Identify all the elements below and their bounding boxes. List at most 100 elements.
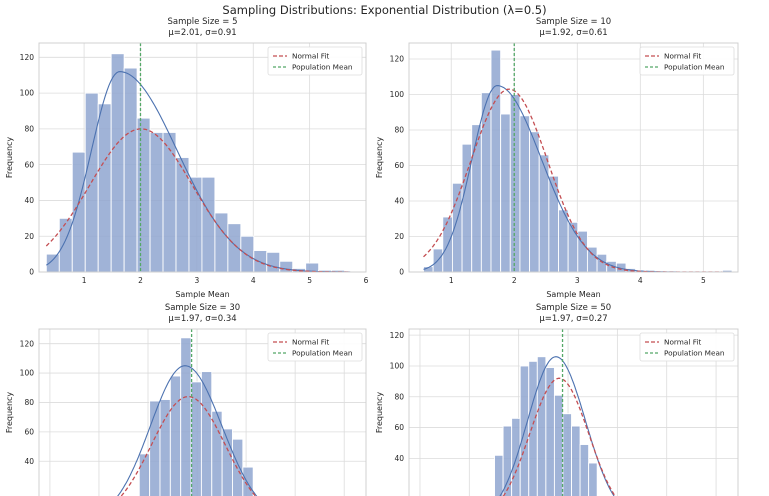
y-tick-label: 80 [24,398,34,407]
histogram-bar [227,223,242,272]
legend-label: Normal Fit [664,52,701,61]
x-tick-label: 2 [138,276,143,285]
legend-label: Population Mean [664,63,725,72]
histogram-bar [180,337,192,496]
y-tick-label: 20 [24,232,34,241]
x-axis-label: Sample Mean [175,290,229,299]
y-tick-label: 0 [29,268,34,277]
histogram-bar [58,217,73,272]
y-tick-label: 60 [24,427,34,436]
legend-label: Normal Fit [292,338,329,347]
histogram-bars [45,53,346,272]
histogram-bar [528,360,538,496]
y-tick-label: 80 [394,392,404,401]
y-tick-label: 120 [390,55,405,64]
y-tick-label: 40 [24,196,34,205]
x-tick-label: 4 [251,276,256,285]
y-tick-label: 20 [394,232,404,241]
y-tick-label: 120 [20,339,35,348]
subplot-title: Sample Size = 50 [536,303,611,313]
subplot-1: 0 20 40 60 80 100 120 1 2 3 4 5 6 Sample Size = 5μ=2.… [5,17,369,299]
histogram-bar [500,113,511,272]
subplot-stats: μ=1.92, σ=0.61 [539,28,607,38]
subplot-stats: μ=1.97, σ=0.27 [539,314,607,324]
histogram-bar [490,49,502,272]
histogram-bar [136,117,151,272]
histogram-bar [538,154,550,272]
histogram-bar [494,454,504,496]
histogram-bar [149,132,164,272]
histogram-bar [253,250,268,272]
legend: Normal Fit Population Mean [639,332,735,362]
y-axis-label: Frequency [5,137,14,179]
legend-label: Population Mean [292,63,353,72]
x-tick-label: 3 [575,276,580,285]
histogram-bar [502,425,513,496]
x-tick-label: 1 [82,276,87,285]
subplot-4: 40 60 80 100 120 Sample Size = 50μ=1.97, σ=0.… [375,303,739,496]
histogram-bar [169,375,182,496]
y-tick-label: 40 [394,197,404,206]
y-axis-label: Frequency [375,137,384,179]
histogram-bar [558,209,569,272]
histogram-bar [553,394,564,496]
histogram-bar [138,453,151,496]
legend-box [639,46,735,76]
subplot-title: Sample Size = 5 [168,17,238,27]
histogram-bar [97,103,112,272]
histogram-bar [162,132,177,272]
legend-label: Population Mean [292,349,353,358]
histogram-bar [529,131,540,272]
y-tick-label: 120 [390,331,405,340]
histogram-bar [509,94,521,272]
normal-fit-line [45,128,351,272]
normal-fit-line [423,88,723,272]
x-tick-label: 2 [512,276,517,285]
histogram-bar [588,462,598,496]
histogram-bar [201,176,216,272]
histogram-bar [240,235,255,272]
y-tick-label: 40 [394,454,404,463]
legend: Normal Fit Population Mean [639,46,735,76]
x-axis-label: Sample Mean [546,290,600,299]
histogram-bar [511,417,521,496]
subplot-stats: μ=1.97, σ=0.34 [168,314,236,324]
y-axis-label: Frequency [5,392,14,434]
y-tick-label: 0 [399,268,404,277]
x-tick-label: 3 [194,276,199,285]
histogram-bar [232,438,244,496]
subplot-title: Sample Size = 30 [165,303,240,313]
histogram-bar [471,124,482,272]
y-tick-label: 100 [20,89,35,98]
histogram-bar [519,115,531,272]
x-tick-label: 5 [701,276,706,285]
histogram-bar [188,176,203,272]
y-axis-label: Frequency [375,392,384,434]
y-tick-label: 60 [24,160,34,169]
x-tick-label: 1 [449,276,454,285]
y-tick-label: 100 [390,362,405,371]
subplot-2: 0 20 40 60 80 100 120 1 2 3 4 5 Sample Size = 10μ=1.… [375,17,739,299]
legend-label: Population Mean [664,349,725,358]
y-tick-label: 120 [20,53,35,62]
histogram-bar [571,425,581,496]
axes-frame [38,328,367,496]
legend-label: Normal Fit [664,338,701,347]
legend: Normal Fit Population Mean [267,46,363,76]
kde-line [117,365,258,496]
histogram-bar [175,157,190,272]
histogram-bar [242,466,254,496]
y-tick-label: 80 [24,124,34,133]
legend-box [267,46,363,76]
y-tick-label: 80 [394,126,404,135]
histogram-bars [423,49,733,272]
axes-frame [38,42,367,273]
histogram-bar [110,53,125,272]
legend-box [267,332,363,362]
histogram-bar [71,151,86,272]
x-tick-label: 5 [307,276,312,285]
y-tick-label: 100 [390,90,405,99]
y-tick-label: 100 [20,369,35,378]
